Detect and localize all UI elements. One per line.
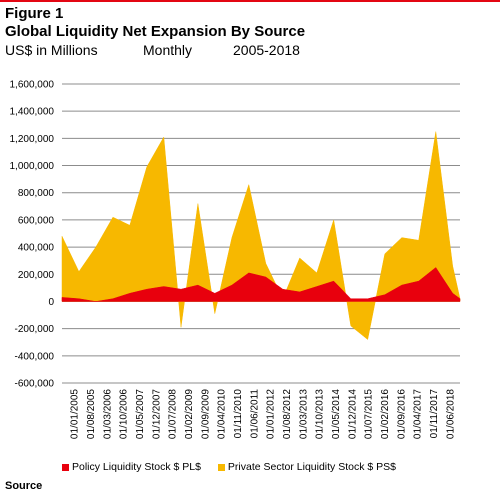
y-tick-label: 1,000,000: [10, 161, 55, 172]
chart-area: -600,000 -400,000 -200,000 0 200,000 400,000 6…: [10, 80, 461, 439]
x-tick-label: 01/02/2016: [380, 389, 391, 439]
x-tick-label: 01/04/2017: [413, 389, 424, 439]
units-label: US$ in Millions: [5, 42, 98, 58]
legend-item-policy: Policy Liquidity Stock $ PL$: [62, 461, 201, 473]
source-label: Source: [5, 480, 43, 492]
x-tick-label: 01/01/2012: [266, 389, 277, 439]
chart-legend: Policy Liquidity Stock $ PL$ Private Sec…: [62, 461, 410, 474]
period-label: 2005-2018: [233, 42, 300, 58]
chart-title: Global Liquidity Net Expansion By Source: [5, 23, 306, 40]
x-tick-label: 01/11/2017: [429, 389, 440, 439]
y-tick-label: 200,000: [18, 270, 55, 281]
x-tick-label: 01/01/2005: [70, 389, 81, 439]
x-tick-label: 01/09/2009: [200, 389, 211, 439]
legend-swatch-policy: [62, 463, 69, 471]
x-tick-label: 01/02/2009: [184, 389, 195, 439]
x-tick-label: 01/12/2014: [347, 389, 358, 439]
y-tick-label: 600,000: [18, 215, 55, 226]
series-area-private: [61, 131, 461, 340]
y-tick-label: -200,000: [15, 324, 55, 335]
top-accent-bar: [0, 0, 500, 2]
x-tick-label: 01/10/2006: [119, 389, 130, 439]
legend-swatch-private: [217, 463, 225, 471]
x-tick-label: 01/05/2007: [135, 389, 146, 439]
x-tick-label: 01/03/2006: [102, 389, 113, 439]
y-tick-label: -400,000: [15, 351, 55, 362]
y-tick-label: 800,000: [18, 188, 55, 199]
x-tick-label: 01/09/2016: [396, 389, 407, 439]
x-tick-label: 01/08/2012: [282, 389, 293, 439]
legend-label-private: Private Sector Liquidity Stock $ PS$: [227, 461, 396, 473]
x-tick-label: 01/06/2011: [249, 389, 260, 439]
y-tick-label: -600,000: [15, 379, 55, 390]
y-tick-label: 400,000: [18, 243, 55, 254]
series-area-policy: [61, 267, 461, 302]
legend-label-policy: Policy Liquidity Stock $ PL$: [72, 461, 201, 473]
y-tick-label: 1,200,000: [10, 134, 55, 145]
y-tick-label: 0: [48, 297, 54, 308]
x-tick-label: 01/07/2015: [364, 389, 375, 439]
x-tick-label: 01/12/2007: [151, 389, 162, 439]
y-tick-label: 1,600,000: [10, 80, 55, 91]
x-tick-label: 01/06/2018: [445, 389, 456, 439]
legend-item-private: Private Sector Liquidity Stock $ PS$: [217, 461, 396, 473]
figure-label: Figure 1: [5, 5, 64, 22]
x-tick-label: 01/07/2008: [168, 389, 179, 439]
x-tick-label: 01/11/2010: [233, 389, 244, 439]
y-tick-label: 1,400,000: [10, 107, 55, 118]
x-tick-label: 01/05/2014: [331, 389, 342, 439]
x-tick-label: 01/10/2013: [315, 389, 326, 439]
x-tick-label: 01/04/2010: [217, 389, 228, 439]
frequency-label: Monthly: [143, 42, 193, 58]
x-tick-label: 01/03/2013: [298, 389, 309, 439]
x-tick-label: 01/08/2005: [86, 389, 97, 439]
